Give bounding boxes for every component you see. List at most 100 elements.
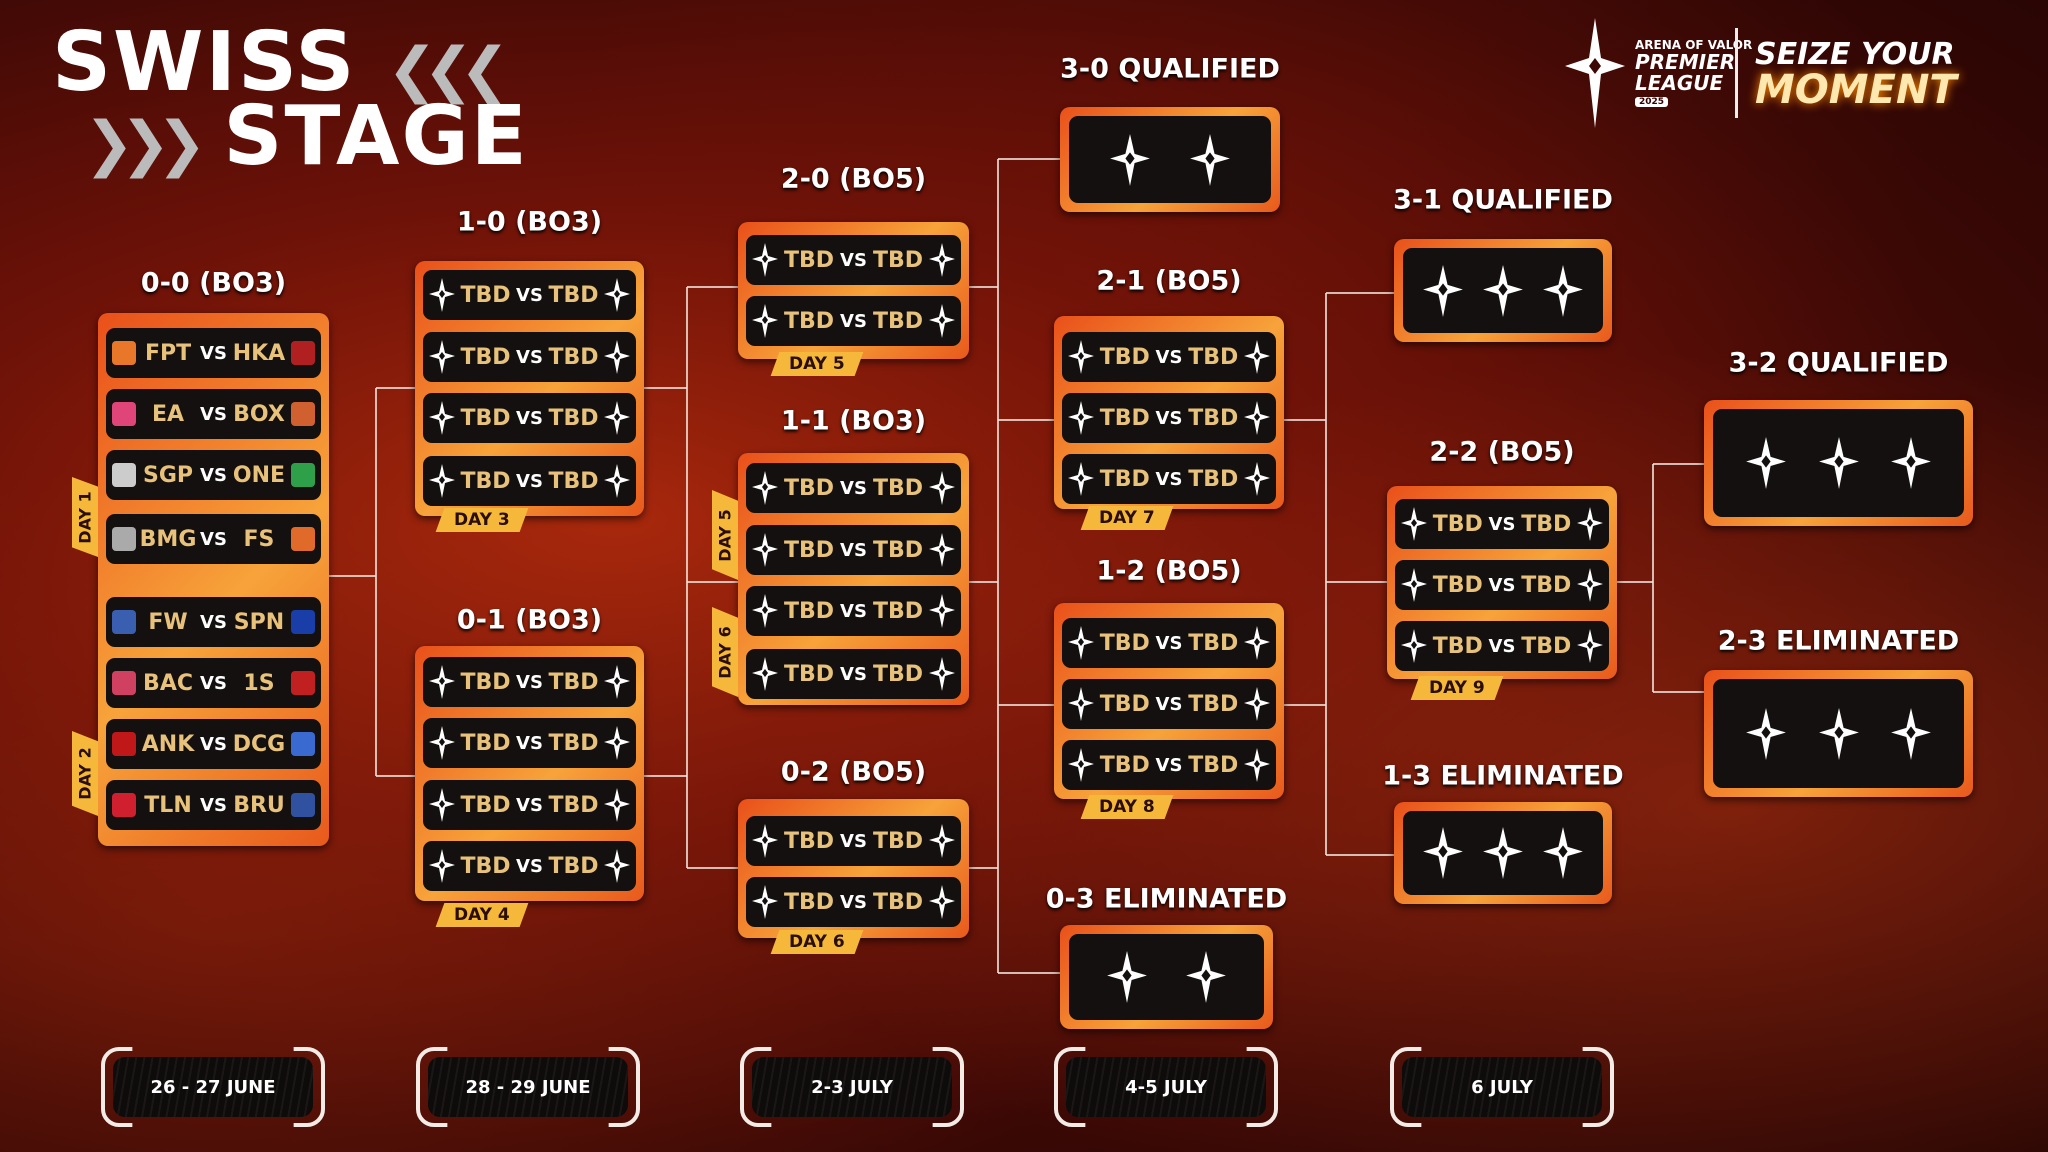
team1-name: TBD — [784, 598, 835, 624]
match-row[interactable]: TBD VS TBD — [423, 841, 636, 891]
tbd-team-icon — [929, 533, 955, 567]
vs-label: VS — [200, 672, 227, 694]
day-tag-label: DAY 6 — [715, 625, 735, 679]
team2-name: TBD — [872, 598, 923, 624]
team1-name: TBD — [460, 853, 511, 879]
vs-label: VS — [1155, 468, 1183, 490]
vs-label: VS — [1155, 346, 1183, 368]
match-row[interactable]: TBD VS TBD — [746, 586, 961, 636]
team-slot-placeholder-icon — [1745, 437, 1786, 489]
match-row[interactable]: TBD VS TBD — [746, 649, 961, 699]
tbd-team-icon — [429, 401, 455, 435]
tbd-team-icon — [1068, 401, 1094, 435]
match-row[interactable]: TBD VS TBD — [423, 657, 636, 707]
match-row[interactable]: TBD VS TBD — [423, 332, 636, 382]
tbd-team-icon — [1068, 687, 1094, 721]
team1-name: TBD — [1099, 691, 1150, 717]
bmg-logo-icon — [112, 527, 136, 551]
tbd-team-icon — [1068, 748, 1094, 782]
match-row[interactable]: SGP VS ONE — [106, 450, 321, 500]
team-slot-placeholder-icon — [1891, 707, 1932, 760]
team2-name: FS — [243, 526, 275, 552]
box-logo-icon — [291, 402, 315, 426]
team2-name: TBD — [872, 661, 923, 687]
team2-name: BRU — [233, 792, 285, 818]
match-row[interactable]: TBD VS TBD — [746, 525, 961, 575]
team1-name: BMG — [139, 526, 197, 552]
slogan-line1: SEIZE YOUR — [1755, 37, 1955, 72]
match-row[interactable]: FW VS SPN — [106, 597, 321, 647]
match-row[interactable]: TBD VS TBD — [1395, 621, 1609, 671]
team-slot-placeholder-icon — [1818, 437, 1859, 489]
stage-header: 1-2 (BO5) — [1096, 555, 1242, 587]
team-slot-placeholder-icon — [1818, 707, 1859, 760]
match-row[interactable]: FPT VS HKA — [106, 328, 321, 378]
match-row[interactable]: BMG VS FS — [106, 514, 321, 564]
match-row[interactable]: TBD VS TBD — [746, 877, 961, 927]
brand-name-1: PREMIER — [1635, 49, 1736, 74]
tbd-team-icon — [752, 243, 778, 277]
stage-box-s03 — [1060, 925, 1273, 1029]
day-tag-label: DAY 7 — [1099, 508, 1155, 528]
match-row[interactable]: TBD VS TBD — [1062, 454, 1276, 504]
match-row[interactable]: TBD VS TBD — [746, 235, 961, 285]
vs-label: VS — [200, 611, 227, 633]
match-row[interactable]: TBD VS TBD — [746, 463, 961, 513]
match-row[interactable]: TLN VS BRU — [106, 780, 321, 830]
match-row[interactable]: TBD VS TBD — [423, 718, 636, 768]
match-row[interactable]: TBD VS TBD — [1062, 740, 1276, 790]
match-row[interactable]: TBD VS TBD — [1395, 499, 1609, 549]
match-row[interactable]: TBD VS TBD — [1062, 679, 1276, 729]
team1-name: TBD — [1099, 752, 1150, 778]
team1-name: FW — [148, 609, 188, 635]
vs-label: VS — [200, 528, 227, 550]
result-slots — [1713, 409, 1964, 517]
stage-header: 2-3 ELIMINATED — [1717, 625, 1960, 657]
match-row[interactable]: TBD VS TBD — [1395, 560, 1609, 610]
vs-label: VS — [516, 732, 543, 754]
match-row[interactable]: TBD VS TBD — [1062, 332, 1276, 382]
fpt-logo-icon — [112, 341, 136, 365]
stage-header: 2-0 (BO5) — [780, 163, 927, 195]
team1-name: TBD — [460, 468, 511, 494]
team2-name: ONE — [232, 462, 286, 488]
tbd-team-icon — [929, 885, 955, 919]
stage-header: 1-1 (BO3) — [780, 405, 927, 437]
match-row[interactable]: BAC VS 1S — [106, 658, 321, 708]
vs-label: VS — [516, 794, 543, 816]
stage-box-s20: TBD VS TBD TBD VS TBD — [738, 222, 969, 359]
stage-box-s32 — [1704, 400, 1973, 526]
tbd-team-icon — [1244, 687, 1270, 721]
match-row[interactable]: TBD VS TBD — [423, 456, 636, 506]
team-slot-placeholder-icon — [1543, 827, 1583, 879]
match-row[interactable]: TBD VS TBD — [746, 816, 961, 866]
team1-name: TBD — [784, 537, 835, 563]
team2-name: TBD — [1521, 572, 1572, 598]
day-tag-label: DAY 5 — [789, 354, 845, 374]
team2-name: DCG — [232, 731, 286, 757]
tbd-team-icon — [1244, 462, 1270, 496]
day-side-tag: DAY 5 — [712, 490, 738, 580]
match-row[interactable]: TBD VS TBD — [423, 393, 636, 443]
tbd-team-icon — [929, 594, 955, 628]
league-logo: ARENA OF VALOR PREMIER LEAGUE 2025 — [1565, 18, 1752, 128]
team-slot-placeholder-icon — [1891, 437, 1932, 489]
date-label: 6 JULY — [1402, 1057, 1602, 1117]
match-row[interactable]: TBD VS TBD — [423, 780, 636, 830]
day-tag-label: DAY 1 — [75, 490, 95, 544]
team1-name: EA — [151, 401, 185, 427]
team1-name: TBD — [460, 344, 511, 370]
match-row[interactable]: TBD VS TBD — [423, 270, 636, 320]
match-row[interactable]: ANK VS DCG — [106, 719, 321, 769]
stage-box-s13 — [1394, 802, 1612, 904]
match-row[interactable]: TBD VS TBD — [1062, 393, 1276, 443]
fs-logo-icon — [291, 527, 315, 551]
day-tag-label: DAY 8 — [1099, 797, 1155, 817]
team-slot-placeholder-icon — [1190, 133, 1231, 186]
match-row[interactable]: EA VS BOX — [106, 389, 321, 439]
day-side-tag: DAY 2 — [72, 731, 98, 816]
match-row[interactable]: TBD VS TBD — [1062, 618, 1276, 668]
vs-label: VS — [840, 891, 867, 913]
match-row[interactable]: TBD VS TBD — [746, 296, 961, 346]
